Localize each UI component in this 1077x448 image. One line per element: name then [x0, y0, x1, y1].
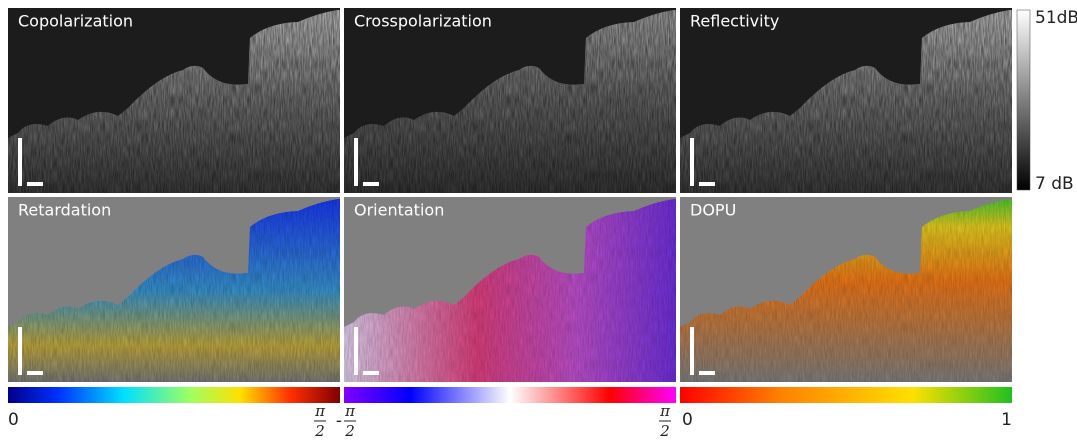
fraction-numerator: π — [344, 402, 356, 420]
colorbars: 0 π 2 - π 2 π 2 0 1 — [8, 387, 1012, 440]
image-panel: Orientation — [344, 197, 676, 382]
image-panel: Retardation — [8, 197, 340, 382]
panel-title: Copolarization — [18, 12, 133, 31]
colorbar-label: 7 dB — [1035, 174, 1074, 194]
image-panel: Reflectivity — [680, 8, 1012, 193]
panel-title: Retardation — [18, 201, 111, 220]
image-panel: DOPU — [680, 197, 1012, 382]
image-panel: Crosspolarization — [344, 8, 676, 193]
panel-title: Reflectivity — [690, 12, 779, 31]
image-panel: Copolarization — [8, 8, 340, 193]
fraction-numerator: π — [314, 402, 326, 420]
fraction-sign: - — [336, 411, 342, 431]
panels: Copolarization Crosspolarization Reflect… — [8, 8, 1012, 382]
colorbar-label: 51dB — [1035, 8, 1077, 28]
panel-title: Crosspolarization — [354, 12, 492, 31]
colorbar-label: 1 — [1001, 410, 1012, 430]
panel-title: Orientation — [354, 201, 444, 220]
colorbar-label: 0 — [8, 410, 19, 430]
fraction-denominator: 2 — [659, 422, 670, 440]
colorbar-label: 0 — [682, 410, 693, 430]
fraction-numerator: π — [659, 402, 671, 420]
fraction-denominator: 2 — [314, 422, 325, 440]
grayscale-bar: 51dB 7 dB — [1016, 8, 1077, 194]
fraction-denominator: 2 — [344, 422, 355, 440]
panel-title: DOPU — [690, 201, 736, 220]
